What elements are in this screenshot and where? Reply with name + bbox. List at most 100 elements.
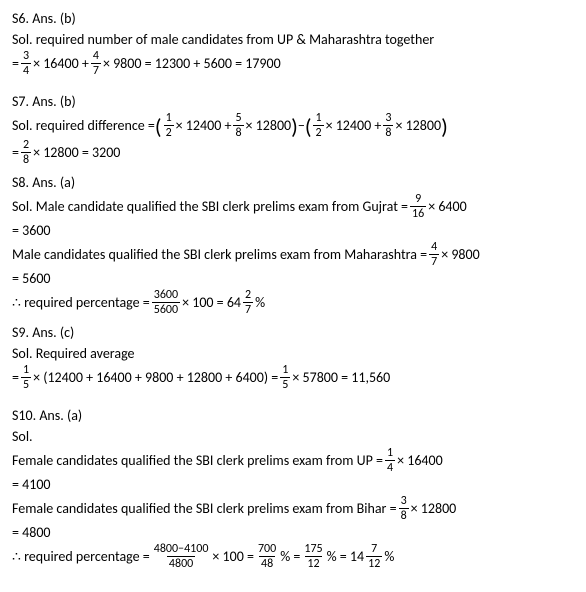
text: =	[12, 53, 19, 74]
text-line: = 4800	[12, 522, 574, 543]
fraction: 47	[91, 50, 101, 77]
fraction: 17512	[302, 543, 324, 570]
question-number: S9	[12, 324, 26, 341]
fraction: 12	[313, 112, 323, 139]
numerator: 2	[243, 289, 253, 302]
denominator: 4800	[167, 556, 195, 570]
fraction: 47	[429, 241, 439, 268]
text: × 9800	[441, 244, 480, 265]
paren-open: (	[155, 116, 162, 138]
text: × 57800 = 11,560	[292, 367, 390, 388]
text: × 12400 +	[176, 115, 232, 136]
text: % =	[280, 546, 300, 567]
numerator: 700	[256, 543, 278, 556]
denominator: 8	[233, 125, 243, 139]
answer-text: . Ans. (b)	[26, 93, 76, 110]
solution-s9: S9. Ans. (c) Sol. Required average = 15 …	[12, 322, 574, 391]
denominator: 12	[305, 556, 321, 570]
numerator: 3	[21, 50, 31, 63]
fraction: 70048	[256, 543, 278, 570]
denominator: 4	[21, 63, 31, 77]
paren-close: )	[291, 116, 298, 138]
text: × 16400 +	[33, 53, 89, 74]
text: × 12800	[246, 115, 292, 136]
fraction: 14	[385, 447, 395, 474]
denominator: 7	[91, 63, 101, 77]
calculation-line: Sol. Male candidate qualified the SBI cl…	[12, 193, 574, 220]
fraction: 15	[21, 364, 31, 391]
solution-s10: S10. Ans. (a) Sol. Female candidates qua…	[12, 405, 574, 570]
calculation-line: Male candidates qualified the SBI clerk …	[12, 241, 574, 268]
numerator: 9	[413, 193, 423, 206]
text: ∴ required percentage =	[12, 292, 150, 313]
calculation-line: Female candidates qualified the SBI cler…	[12, 495, 574, 522]
denominator: 8	[383, 125, 393, 139]
fraction: 58	[233, 112, 243, 139]
text: × 12800	[411, 498, 457, 519]
denominator: 8	[399, 508, 409, 522]
calculation-line: = 15 × (12400 + 16400 + 9800 + 12800 + 6…	[12, 364, 574, 391]
answer-header: S9. Ans. (c)	[12, 322, 574, 343]
denominator: 5	[21, 377, 31, 391]
numerator: 1	[280, 364, 290, 377]
numerator: 7	[369, 543, 379, 556]
text: ∴ required percentage =	[12, 546, 150, 567]
text: Sol. Male candidate qualified the SBI cl…	[12, 196, 408, 217]
text: %	[384, 546, 394, 567]
fraction: 38	[383, 112, 393, 139]
numerator: 5	[233, 112, 243, 125]
calculation-line: ∴ required percentage = 36005600 × 100 =…	[12, 289, 574, 316]
calculation-line: Female candidates qualified the SBI cler…	[12, 447, 574, 474]
answer-text: . Ans. (a)	[33, 407, 83, 424]
text: Male candidates qualified the SBI clerk …	[12, 244, 427, 265]
numerator: 3	[383, 112, 393, 125]
denominator: 7	[243, 302, 253, 316]
solution-s8: S8. Ans. (a) Sol. Male candidate qualifi…	[12, 172, 574, 316]
text: × 100 = 64	[182, 292, 241, 313]
fraction: 27	[243, 289, 253, 316]
answer-text: . Ans. (a)	[26, 174, 76, 191]
numerator: 175	[302, 543, 324, 556]
calculation-line: Sol. required difference = ( 12 × 12400 …	[12, 112, 574, 139]
text: −	[298, 115, 305, 136]
text-line: Sol.	[12, 426, 574, 447]
text: × 12400 +	[326, 115, 382, 136]
denominator: 2	[313, 125, 323, 139]
numerator: 4	[429, 241, 439, 254]
denominator: 48	[259, 556, 275, 570]
text: × 6400	[428, 196, 467, 217]
paren-close: )	[441, 116, 448, 138]
text: × 9800 = 12300 + 5600 = 17900	[103, 53, 281, 74]
text: Female candidates qualified the SBI cler…	[12, 450, 383, 471]
fraction: 12	[164, 112, 174, 139]
calculation-line: = 28 × 12800 = 3200	[12, 139, 574, 166]
answer-header: S6. Ans. (b)	[12, 8, 574, 29]
text: × 12800	[395, 115, 441, 136]
calculation-line: = 34 × 16400 + 47 × 9800 = 12300 + 5600 …	[12, 50, 574, 77]
text: =	[12, 367, 19, 388]
solution-s7: S7. Ans. (b) Sol. required difference = …	[12, 91, 574, 166]
paren-open: (	[305, 116, 312, 138]
text: %	[255, 292, 265, 313]
numerator: 2	[21, 139, 31, 152]
answer-text: . Ans. (c)	[26, 324, 75, 341]
question-number: S6	[12, 10, 26, 27]
fraction: 28	[21, 139, 31, 166]
fraction: 916	[410, 193, 426, 220]
solution-s6: S6. Ans. (b) Sol. required number of mal…	[12, 8, 574, 77]
text: Female candidates qualified the SBI cler…	[12, 498, 397, 519]
text: =	[12, 142, 19, 163]
answer-header: S10. Ans. (a)	[12, 405, 574, 426]
fraction: 36005600	[152, 289, 180, 316]
text-line: = 3600	[12, 220, 574, 241]
fraction: 4800−41004800	[152, 543, 211, 570]
denominator: 4	[385, 460, 395, 474]
denominator: 8	[21, 152, 31, 166]
denominator: 5	[280, 377, 290, 391]
denominator: 5600	[152, 302, 180, 316]
numerator: 1	[313, 112, 323, 125]
fraction: 712	[366, 543, 382, 570]
numerator: 1	[385, 447, 395, 460]
text: × 12800 = 3200	[33, 142, 120, 163]
solution-intro: Sol. required number of male candidates …	[12, 29, 574, 50]
